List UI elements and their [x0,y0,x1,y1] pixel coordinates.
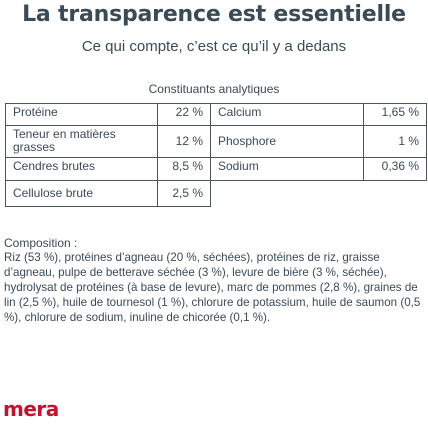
nutrient-label: Teneur en matières grasses [5,125,158,158]
nutrient-value: 1,65 % [363,103,427,126]
nutrient-label: Cendres brutes [5,157,158,181]
nutrient-value: 2,5 % [157,180,211,207]
table-row: Teneur en matières grasses 12 % Phosphor… [5,125,427,158]
nutrient-label: Cellulose brute [5,180,158,207]
page-title: La transparence est essentielle [22,2,406,27]
empty-cell [210,180,427,207]
nutrient-value: 1 % [363,125,427,158]
nutrient-value: 0,36 % [363,157,427,181]
composition-heading: Composition : [4,236,78,250]
table-row: Cendres brutes 8,5 % Sodium 0,36 % [5,157,427,181]
page-subtitle: Ce qui compte, c’est ce qu’il y a dedans [81,38,347,55]
nutrient-value: 12 % [157,125,211,158]
nutrient-value: 8,5 % [157,157,211,181]
table-row: Cellulose brute 2,5 % [5,180,427,207]
nutrient-label: Protéine [5,103,158,126]
analytic-section-title: Constituants analytiques [148,82,280,96]
nutrient-value: 22 % [157,103,211,126]
brand-logo: mera [3,397,59,421]
nutrient-label: Sodium [210,157,364,181]
nutrient-label: Phosphore [210,125,364,158]
table-row: Protéine 22 % Calcium 1,65 % [5,103,427,126]
nutrient-label: Calcium [210,103,364,126]
composition-text: Riz (53 %), protéines d’agneau (20 %, sé… [4,251,421,324]
analytic-table: Protéine 22 % Calcium 1,65 % Teneur en m… [5,103,427,207]
